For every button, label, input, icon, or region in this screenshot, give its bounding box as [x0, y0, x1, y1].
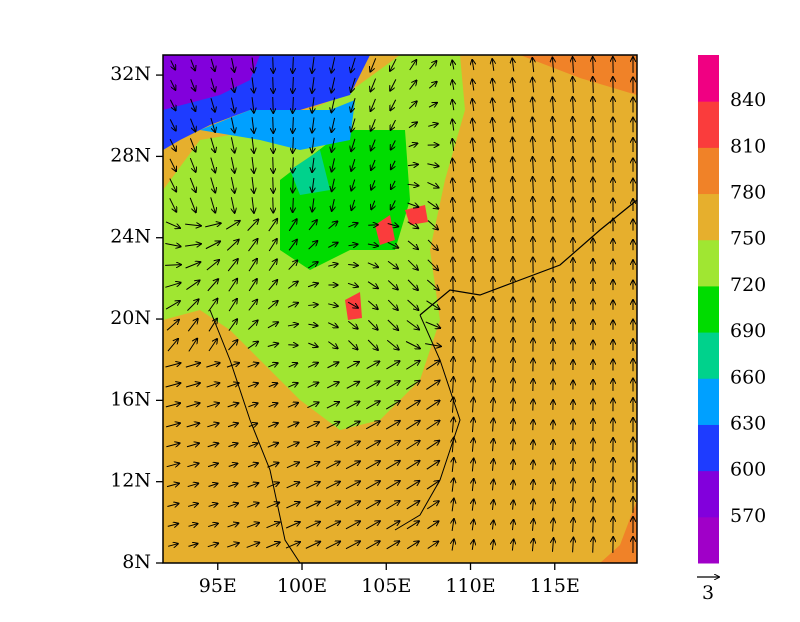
- map-fill: [163, 55, 637, 563]
- wind-arrow: [513, 399, 514, 411]
- wind-arrow: [293, 198, 294, 212]
- x-tick-label: 110E: [445, 575, 495, 597]
- wind-arrow: [453, 237, 454, 252]
- wind-arrow: [513, 419, 514, 431]
- colorbar-label: 660: [730, 366, 766, 388]
- wind-arrow: [533, 440, 534, 450]
- wind-arrow: [273, 97, 274, 113]
- y-tick-label: 8N: [122, 551, 151, 573]
- wind-arrow: [553, 460, 554, 471]
- colorbar: 570 600 630 660 690 720 750 780 810 840: [698, 55, 766, 564]
- colorbar-label: 750: [730, 228, 766, 250]
- wind-arrow: [513, 217, 514, 233]
- colorbar-label: 780: [730, 182, 766, 204]
- colorbar-label: 720: [730, 274, 766, 296]
- wind-arrow: [473, 377, 474, 392]
- y-tick-label: 24N: [110, 226, 151, 248]
- colorbar-box: [698, 424, 719, 471]
- wind-arrow: [273, 77, 274, 93]
- colorbar-box: [698, 378, 719, 425]
- wind-arrow: [493, 217, 494, 233]
- wind-arrow: [593, 77, 594, 93]
- wind-arrow: [573, 479, 574, 492]
- colorbar-box: [698, 471, 719, 518]
- y-tick-label: 28N: [110, 144, 151, 166]
- wind-arrow: [368, 225, 378, 226]
- colorbar-box: [698, 332, 719, 379]
- x-tick-label: 100E: [277, 575, 327, 597]
- wind-arrow: [573, 498, 574, 511]
- wind-arrow: [593, 97, 594, 113]
- wind-arrow: [273, 157, 274, 173]
- colorbar-label: 810: [730, 135, 766, 157]
- reference-vector-label: 3: [702, 582, 714, 604]
- colorbar-label: 630: [730, 412, 766, 434]
- wind-arrow: [473, 357, 474, 372]
- wind-arrow: [273, 197, 274, 212]
- wind-arrow: [553, 479, 554, 491]
- colorbar-label: 840: [730, 89, 766, 111]
- colorbar-label: 570: [730, 505, 766, 527]
- colorbar-box: [698, 517, 719, 564]
- wind-arrow: [473, 237, 474, 253]
- colorbar-box: [698, 101, 719, 148]
- wind-arrow: [533, 217, 534, 233]
- y-tick-label: 32N: [110, 63, 151, 85]
- y-tick-label: 16N: [110, 388, 151, 410]
- wind-arrow: [533, 197, 534, 213]
- wind-arrow: [273, 137, 274, 153]
- colorbar-label: 600: [730, 459, 766, 481]
- wind-arrow: [493, 398, 494, 412]
- x-tick-label: 115E: [530, 575, 580, 597]
- colorbar-label: 690: [730, 320, 766, 342]
- wind-arrow: [553, 177, 554, 193]
- wind-arrow: [573, 117, 574, 133]
- colorbar-box: [698, 55, 719, 102]
- wind-arrow: [573, 137, 574, 153]
- colorbar-box: [698, 147, 719, 194]
- wind-arrow: [273, 57, 274, 73]
- wind-arrow: [593, 518, 594, 533]
- colorbar-box: [698, 240, 719, 287]
- wind-arrow: [553, 197, 554, 213]
- wind-arrow: [593, 537, 594, 552]
- wind-arrow: [593, 57, 594, 73]
- wind-arrow: [493, 378, 494, 392]
- wind-arrow: [273, 117, 274, 133]
- wind-arrow: [493, 237, 494, 253]
- x-tick-label: 105E: [361, 575, 411, 597]
- colorbar-box: [698, 194, 719, 241]
- wind-arrow: [573, 157, 574, 173]
- wind-arrow: [533, 460, 534, 469]
- wind-arrow: [288, 345, 297, 346]
- colorbar-box: [698, 286, 719, 333]
- wind-arrow: [273, 177, 274, 193]
- wind-arrow: [533, 480, 534, 490]
- wind-arrow: [513, 440, 514, 451]
- y-tick-label: 12N: [110, 470, 151, 492]
- y-tick-label: 20N: [110, 307, 151, 329]
- wind-arrow: [453, 357, 454, 373]
- x-tick-label: 95E: [199, 575, 237, 597]
